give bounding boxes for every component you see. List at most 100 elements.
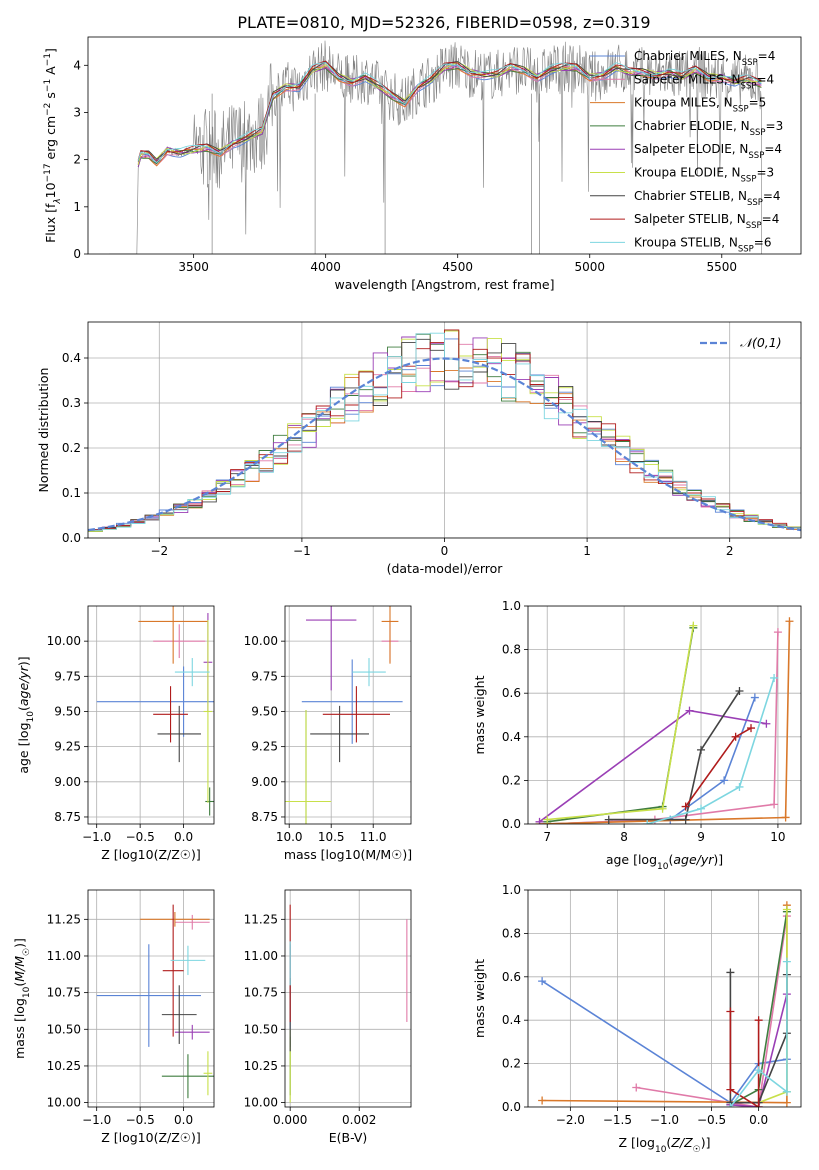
- error-bar: [153, 624, 206, 659]
- weight-series: [543, 628, 782, 824]
- x-tick-label: 5000: [574, 260, 605, 274]
- weight-marker: [782, 1098, 791, 1107]
- weight-line: [684, 727, 752, 808]
- weight-line: [608, 690, 741, 821]
- error-bar: [174, 1024, 210, 1040]
- weight-series: [726, 957, 791, 1107]
- weight-marker: [750, 693, 759, 702]
- y-tick-label: 0.6: [502, 686, 521, 700]
- weight-series: [543, 621, 698, 824]
- weight-line: [729, 1011, 760, 1107]
- legend-text: Salpeter MILES, N: [634, 72, 741, 86]
- plot-area: [528, 890, 801, 1107]
- legend-suffix: =4: [764, 142, 782, 156]
- weight-marker: [785, 617, 794, 626]
- legend-suffix: =3: [766, 119, 784, 133]
- model-spectrum: [137, 62, 762, 164]
- x-tick-label: 7: [543, 830, 551, 844]
- label-part: ]: [43, 48, 58, 53]
- x-tick-label: 4500: [442, 260, 473, 274]
- weight-marker: [658, 804, 667, 813]
- histogram-step: [88, 332, 801, 531]
- weight-line: [547, 625, 695, 821]
- y-tick-label: 0.0: [62, 531, 81, 545]
- error-bar: [161, 1054, 214, 1099]
- error-bar: [285, 710, 332, 824]
- error-bar: [140, 911, 210, 927]
- axes-frame: [527, 605, 802, 825]
- legend-sub: SSP: [748, 151, 764, 161]
- error-bar: [310, 705, 369, 763]
- legend-sub: SSP: [741, 81, 757, 91]
- error-bar: [138, 606, 208, 664]
- y-tick-label: 10.00: [47, 1096, 81, 1110]
- plot-area: [285, 606, 411, 824]
- weight-marker: [762, 719, 771, 728]
- legend-entry: Kroupa ELODIE, NSSP=3: [634, 166, 774, 185]
- x-tick-label: 8: [620, 830, 628, 844]
- x-tick-label: −0.5: [697, 1113, 726, 1127]
- label-part: mass [log: [12, 998, 27, 1059]
- y-tick-label: 9.75: [54, 669, 81, 683]
- x-tick-label: −1: [293, 544, 311, 558]
- y-tick-label: 0.4: [502, 730, 521, 744]
- x-tick-label: 10.5: [318, 830, 345, 844]
- legend-suffix: =3: [756, 166, 774, 180]
- legend-sub: SSP: [747, 198, 763, 208]
- y-tick-label: 11.00: [244, 949, 278, 963]
- label-part: 10: [22, 986, 32, 998]
- label-part: A: [43, 66, 58, 79]
- error-bar: [170, 945, 206, 976]
- weight-line: [539, 709, 767, 823]
- legend-text: Chabrier STELIB, N: [634, 189, 747, 203]
- axes-frame: [284, 889, 412, 1108]
- label-part: (: [16, 706, 31, 711]
- axes-frame: [284, 605, 412, 825]
- weight-marker: [782, 1087, 791, 1096]
- label-part: (: [668, 852, 673, 867]
- y-tick-label: 10.75: [244, 986, 278, 1000]
- weight-line: [646, 677, 775, 824]
- axis-label: Flux [fλ10−17 erg cm−2 s−1 A−1]: [43, 48, 63, 243]
- label-part: age/yr: [673, 852, 714, 867]
- plot-area: [109, 40, 762, 254]
- weight-series: [535, 706, 771, 824]
- panel-spectrum: 3500 4000 4500 5000 5500 0 1 2 3 4 Chabrier MILES,…: [43, 36, 802, 292]
- y-tick-label: 8.75: [54, 810, 81, 824]
- x-axis-label: Z [log10(Z/Z☉)]: [101, 1130, 201, 1145]
- error-bar: [161, 985, 197, 1044]
- weight-marker: [689, 621, 698, 630]
- x-tick-label: 5500: [707, 260, 738, 274]
- x-axis-label: Z [log10(Z/Z☉)]: [101, 847, 201, 862]
- legend-text: Chabrier ELODIE, N: [634, 119, 750, 133]
- y-tick-label: 9.00: [251, 775, 278, 789]
- label-part: age [log: [16, 722, 31, 773]
- label-part: )]: [713, 852, 723, 867]
- label-part: ☉: [693, 1145, 701, 1155]
- panel-age_vs_Z: −1.0 −0.5 0.0 8.75 9.00 9.25 9.50 9.75 10.00 Z [l…: [16, 605, 215, 862]
- y-tick-label: 10.25: [47, 1059, 81, 1073]
- observed-spectrum: [109, 40, 762, 254]
- y-tick-label: 11.25: [244, 912, 278, 926]
- legend-sub: SSP: [746, 221, 762, 231]
- y-tick-label: 0.1: [62, 486, 81, 500]
- y-tick-label: 10.50: [244, 1022, 278, 1036]
- y-axis-label: Normed distribution: [36, 368, 51, 493]
- legend-suffix: =4: [758, 49, 776, 63]
- legend-text: Kroupa ELODIE, N: [634, 166, 741, 180]
- y-tick-label: 0.0: [502, 817, 521, 831]
- y-tick-label: 2: [73, 153, 81, 167]
- x-tick-label: −1.5: [603, 1113, 632, 1127]
- weight-marker: [681, 802, 690, 811]
- x-tick-label: 0.002: [342, 1113, 376, 1127]
- plot-area: [528, 606, 801, 824]
- weight-line: [730, 994, 788, 1107]
- y-tick-label: 8.75: [251, 810, 278, 824]
- legend-sub: SSP: [741, 175, 757, 185]
- y-axis-label: mass weight: [472, 959, 487, 1038]
- panel-age_vs_mass: 10.0 10.5 11.0 8.75 9.00 9.25 9.50 9.75 10.00 mas…: [244, 605, 412, 862]
- label-part: −2: [43, 103, 53, 116]
- x-tick-label: 0: [441, 544, 449, 558]
- axes-frame: [87, 605, 215, 825]
- y-tick-label: 0.8: [502, 926, 521, 940]
